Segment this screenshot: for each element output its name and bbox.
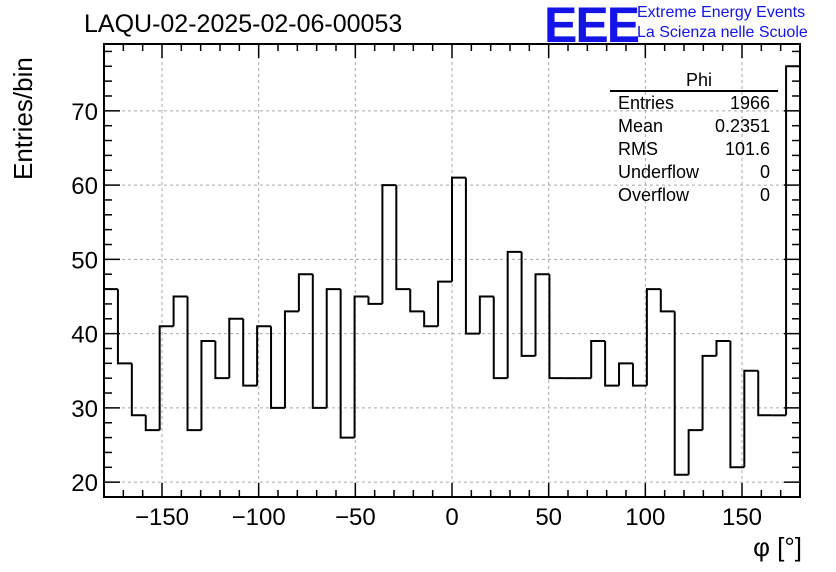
histogram-bin: [478, 295, 494, 334]
histogram-bin: [311, 274, 327, 409]
stats-row-underflow: Underflow 0: [610, 161, 778, 184]
histogram-bin: [381, 184, 397, 304]
histogram-bin: [520, 251, 536, 357]
histogram-bin: [130, 363, 146, 417]
y-tick-label: 30: [71, 396, 98, 423]
stats-row-rms: RMS 101.6: [610, 138, 778, 161]
histogram-bin: [242, 318, 258, 387]
histogram-bin: [144, 415, 160, 432]
histogram-bin: [367, 296, 383, 305]
histogram-bin: [506, 250, 522, 379]
y-tick-label: 70: [71, 99, 98, 126]
histogram-bin: [604, 341, 620, 387]
stats-value: 0: [759, 185, 770, 205]
x-tick-label: 50: [535, 504, 562, 531]
stats-label: Overflow: [618, 185, 690, 205]
x-tick-label: −150: [135, 504, 189, 531]
y-tick-label: 20: [71, 470, 98, 497]
histogram-bin: [214, 341, 230, 380]
axis-ticks: [103, 44, 801, 498]
histogram-bin: [492, 296, 508, 380]
histogram-bin: [297, 273, 313, 312]
y-tick-label: 40: [71, 322, 98, 349]
histogram-series: [103, 65, 801, 497]
x-tick-label: −100: [232, 504, 286, 531]
histogram-bin: [256, 325, 272, 386]
histogram-bin: [729, 341, 745, 469]
x-tick-label: 0: [445, 504, 458, 531]
logo-line-1: Extreme Energy Events: [637, 4, 806, 21]
histogram-bin: [715, 340, 731, 356]
stats-value: 0: [759, 162, 770, 182]
stats-value: 1966: [729, 93, 770, 113]
x-tick-label: 100: [625, 504, 665, 531]
chart-title: LAQU-02-2025-02-06-00053: [84, 10, 403, 38]
stats-box: Phi Entries 1966 Mean 0.2351 RMS 101.6 U…: [610, 70, 778, 207]
stats-label: Underflow: [618, 162, 700, 182]
histogram-bin: [743, 369, 759, 468]
histogram-bin: [228, 317, 244, 379]
histogram-bin: [200, 340, 216, 431]
stats-row-mean: Mean 0.2351: [610, 115, 778, 138]
histogram-bin: [339, 289, 355, 439]
histogram-bin: [548, 274, 564, 380]
histogram-bin: [631, 363, 647, 387]
stats-row-entries: Entries 1966: [610, 92, 778, 115]
histogram-bin: [325, 288, 341, 408]
stats-label: Entries: [618, 93, 675, 113]
stats-row-overflow: Overflow 0: [610, 184, 778, 207]
eee-logo: EEE: [544, 0, 640, 53]
histogram-bin: [116, 289, 132, 365]
logo-line-2: La Scienza nelle Scuole: [637, 24, 808, 41]
y-tick-label: 60: [71, 173, 98, 200]
histogram-bin: [283, 310, 299, 408]
histogram-bin: [423, 311, 439, 328]
logo-caption: Extreme Energy Events La Scienza nelle S…: [637, 3, 808, 43]
tick-labels: −150 −100 −50 0 50 100 150 20 30 40 50 60 70: [71, 99, 762, 531]
histogram-bin: [701, 354, 717, 431]
histogram-bin: [158, 325, 174, 431]
x-axis-label: φ [°]: [753, 532, 802, 562]
y-axis-label: Entries/bin: [8, 57, 38, 180]
histogram-bin: [451, 176, 466, 282]
histogram-bin: [172, 295, 188, 327]
histogram-bin: [590, 340, 606, 379]
stats-label: RMS: [618, 139, 658, 159]
histogram-bin: [437, 280, 452, 327]
stats-value: 101.6: [724, 139, 770, 159]
histogram-bin: [687, 429, 703, 475]
histogram-bin: [409, 289, 425, 313]
histogram-bin: [618, 362, 633, 386]
histogram-bin: [464, 177, 480, 335]
histogram-bin: [785, 65, 801, 497]
histogram-bin: [645, 288, 661, 386]
stats-title: Phi: [610, 70, 778, 92]
y-tick-label: 50: [71, 247, 98, 274]
histogram-bin: [186, 296, 202, 432]
histogram-bin: [673, 311, 689, 476]
histogram-bin: [353, 295, 369, 438]
histogram-bin: [270, 326, 285, 409]
stats-value: 0.2351: [714, 116, 770, 136]
x-tick-label: 150: [722, 504, 762, 531]
histogram-bin: [659, 289, 675, 313]
x-tick-label: −50: [335, 504, 376, 531]
histogram-bin: [757, 370, 773, 417]
histogram-bin: [395, 185, 411, 291]
stats-label: Mean: [618, 116, 664, 136]
histogram-bin: [534, 273, 550, 356]
